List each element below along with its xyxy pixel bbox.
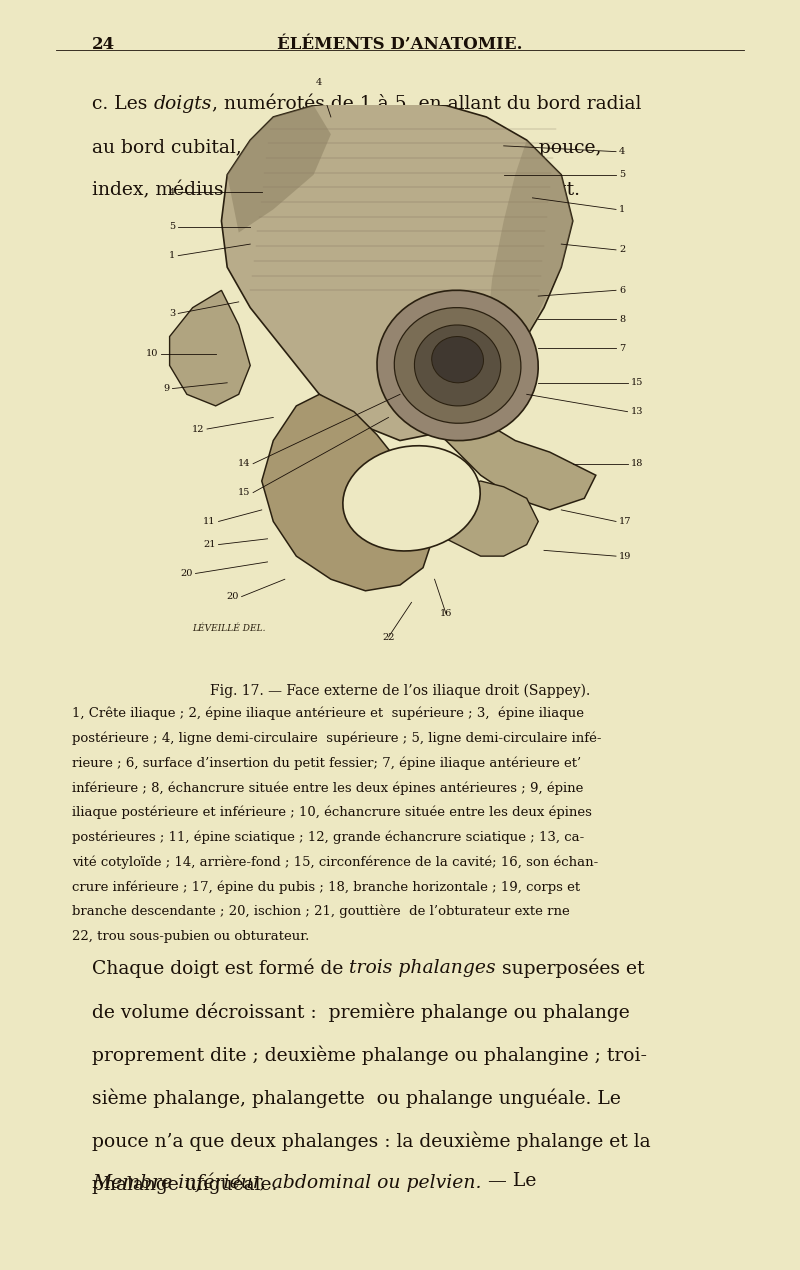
Text: 1: 1 [619, 204, 625, 213]
Text: 11: 11 [203, 517, 216, 526]
Text: 4: 4 [169, 188, 175, 197]
Text: 20: 20 [180, 569, 193, 578]
Text: 22, trou sous-pubien ou obturateur.: 22, trou sous-pubien ou obturateur. [72, 930, 310, 942]
Text: Membre inférieur, abdominal ou pelvien.: Membre inférieur, abdominal ou pelvien. [92, 1172, 482, 1191]
Polygon shape [170, 291, 250, 406]
Ellipse shape [414, 325, 501, 406]
Text: 4: 4 [619, 147, 625, 156]
Text: 9: 9 [163, 384, 170, 392]
Text: au bord cubital, sont désignés par les noms de pouce,: au bord cubital, sont désignés par les n… [92, 137, 602, 156]
Text: 22: 22 [382, 632, 394, 641]
Text: trois phalanges: trois phalanges [350, 959, 496, 977]
Text: 5: 5 [619, 170, 625, 179]
Text: 24: 24 [92, 36, 115, 52]
Text: 4: 4 [316, 77, 322, 86]
Text: superposées et: superposées et [496, 959, 645, 978]
Text: — Le: — Le [482, 1172, 536, 1190]
Text: 16: 16 [440, 610, 452, 618]
Text: de volume décroissant :  première phalange ou phalange: de volume décroissant : première phalang… [92, 1002, 630, 1021]
Polygon shape [423, 481, 538, 556]
Text: 7: 7 [619, 344, 625, 353]
Ellipse shape [394, 307, 521, 423]
Polygon shape [227, 105, 331, 232]
Text: rieure ; 6, surface d’insertion du petit fessier; 7, épine iliaque antérieure et: rieure ; 6, surface d’insertion du petit… [72, 756, 582, 770]
Ellipse shape [343, 446, 480, 551]
Text: doigts: doigts [154, 95, 212, 113]
Text: 3: 3 [169, 309, 175, 318]
Text: 17: 17 [619, 517, 631, 526]
Text: Chaque doigt est formé de: Chaque doigt est formé de [92, 959, 350, 978]
Text: index, médius, annulaire, auriculaire ou petit doigt.: index, médius, annulaire, auriculaire ou… [92, 179, 580, 198]
Polygon shape [486, 140, 573, 366]
Text: , numérotés de 1 à 5, en allant du bord radial: , numérotés de 1 à 5, en allant du bord … [212, 95, 641, 113]
Text: iliaque postérieure et inférieure ; 10, échancrure située entre les deux épines: iliaque postérieure et inférieure ; 10, … [72, 806, 592, 819]
Text: proprement dite ; deuxième phalange ou phalangine ; troi-: proprement dite ; deuxième phalange ou p… [92, 1045, 647, 1064]
Text: Fig. 17. — Face externe de l’os iliaque droit (Sappey).: Fig. 17. — Face externe de l’os iliaque … [210, 683, 590, 698]
Polygon shape [262, 394, 434, 591]
Text: ÉLÉMENTS D’ANATOMIE.: ÉLÉMENTS D’ANATOMIE. [278, 36, 522, 52]
Ellipse shape [377, 291, 538, 441]
Text: 8: 8 [619, 315, 625, 324]
Text: postérieure ; 4, ligne demi-circulaire  supérieure ; 5, ligne demi-circulaire in: postérieure ; 4, ligne demi-circulaire s… [72, 732, 602, 745]
Text: LÉVEILLÉ DEL.: LÉVEILLÉ DEL. [193, 625, 266, 634]
Polygon shape [222, 99, 573, 441]
Text: postérieures ; 11, épine sciatique ; 12, grande échancrure sciatique ; 13, ca-: postérieures ; 11, épine sciatique ; 12,… [72, 831, 584, 845]
Text: 21: 21 [203, 540, 216, 549]
Text: inférieure ; 8, échancrure située entre les deux épines antérieures ; 9, épine: inférieure ; 8, échancrure située entre … [72, 781, 583, 795]
Text: 14: 14 [238, 460, 250, 469]
Text: 15: 15 [630, 378, 642, 387]
Text: 15: 15 [238, 488, 250, 497]
Text: 12: 12 [192, 424, 204, 433]
Text: 20: 20 [226, 592, 238, 601]
Text: 6: 6 [619, 286, 625, 295]
Text: 19: 19 [619, 551, 631, 560]
Text: 2: 2 [619, 245, 625, 254]
Text: 10: 10 [146, 349, 158, 358]
Polygon shape [440, 418, 596, 509]
Text: branche descendante ; 20, ischion ; 21, gouttière  de l’obturateur exte rne: branche descendante ; 20, ischion ; 21, … [72, 904, 570, 918]
Text: crure inférieure ; 17, épine du pubis ; 18, branche horizontale ; 19, corps et: crure inférieure ; 17, épine du pubis ; … [72, 880, 580, 894]
Text: c. Les: c. Les [92, 95, 154, 113]
Text: 5: 5 [170, 222, 175, 231]
Text: pouce n’a que deux phalanges : la deuxième phalange et la: pouce n’a que deux phalanges : la deuxiè… [92, 1132, 650, 1151]
Text: vité cotyloïde ; 14, arrière-fond ; 15, circonférence de la cavité; 16, son écha: vité cotyloïde ; 14, arrière-fond ; 15, … [72, 856, 598, 869]
Text: sième phalange, phalangette  ou phalange unguéale. Le: sième phalange, phalangette ou phalange … [92, 1088, 621, 1107]
Text: 18: 18 [630, 460, 642, 469]
Text: 1, Crête iliaque ; 2, épine iliaque antérieure et  supérieure ; 3,  épine iliaqu: 1, Crête iliaque ; 2, épine iliaque anté… [72, 706, 584, 720]
Text: 13: 13 [630, 408, 643, 417]
Ellipse shape [432, 337, 483, 382]
Text: phalange unguéale.: phalange unguéale. [92, 1175, 278, 1194]
Text: 1: 1 [169, 251, 175, 260]
